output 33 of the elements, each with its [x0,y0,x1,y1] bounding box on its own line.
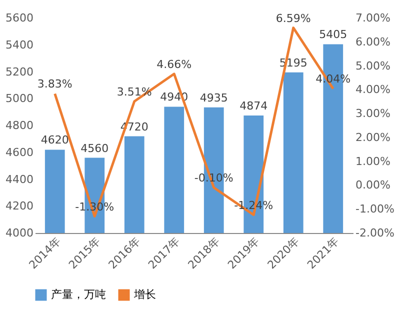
y-tick-label: 4600 [6,146,34,159]
y-tick-label: 5600 [6,12,34,24]
data-label: 4.66% [156,58,192,71]
data-label: -1.24% [234,198,274,212]
y-tick-label: 4800 [6,119,34,132]
data-label: 6.59% [276,12,311,25]
y2-tick-label: 5.00% [356,59,390,72]
y-tick-label: 5400 [6,38,34,52]
data-label: 4560 [80,142,109,155]
y-tick-label: 5200 [6,65,34,78]
y-tick-label: 4200 [6,200,34,213]
y2-tick-label: 0.00% [356,178,390,192]
data-label: 4935 [200,91,228,104]
y2-tick-label: 1.00% [356,154,390,168]
y2-tick-label: 4.00% [356,83,390,96]
y-tick-label: 5000 [6,92,34,106]
y2-tick-label: -2.00% [356,226,394,240]
data-label: 4.04% [316,72,351,86]
data-label: 4874 [240,100,268,113]
y2-tick-label: -1.00% [356,202,394,216]
y-tick-label: 4400 [6,172,34,186]
y2-tick-label: 2.00% [356,130,390,144]
data-label: -1.30% [75,200,114,214]
data-label: 5405 [319,28,348,42]
data-label: 3.83% [37,78,72,91]
data-label: 4620 [40,134,69,147]
legend-label: 产量，万吨 [51,288,106,301]
y-tick-label: 4000 [6,226,34,240]
data-label: -0.10% [194,172,234,185]
legend-label: 增长 [133,288,156,301]
y2-tick-label: 6.00% [356,35,390,48]
y2-tick-label: 3.00% [356,107,390,120]
y2-tick-label: 7.00% [356,12,390,24]
